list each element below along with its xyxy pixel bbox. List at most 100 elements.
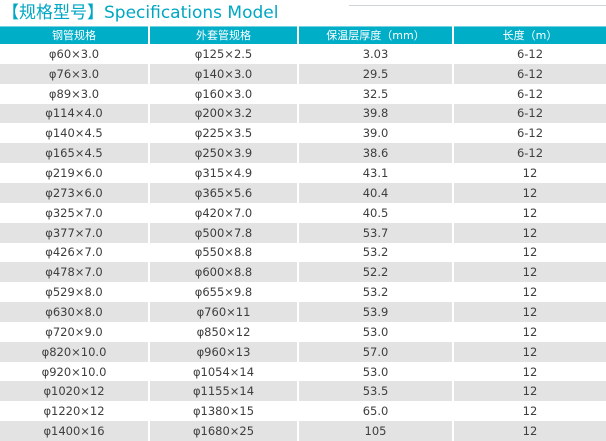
table-cell: 38.6 [299,143,452,164]
table-cell: 53.0 [299,321,452,342]
table-cell: 53.0 [299,361,452,382]
table-cell: 39.8 [299,103,452,124]
table-cell: φ1400×16 [0,421,148,441]
table-cell: 12 [454,202,606,223]
table-cell: 52.2 [299,262,452,283]
table-row: φ60×3.0 φ125×2.5 3.03 6-12 [0,44,606,64]
table-header-row: 钢管规格 外套管规格 保温层厚度（mm） 长度（m） [0,26,606,44]
table-cell: φ140×3.0 [150,63,297,84]
table-cell: φ200×3.2 [150,103,297,124]
table-cell: 6-12 [454,63,606,84]
table-cell: φ630×8.0 [0,302,148,322]
table-cell: φ850×12 [150,321,297,342]
table-row: φ426×7.0 φ550×8.8 53.2 12 [0,242,606,263]
table-cell: 39.0 [299,123,452,144]
table-cell: φ60×3.0 [0,44,148,64]
table-cell: 53.5 [299,381,452,402]
table-cell: φ820×10.0 [0,341,148,362]
table-row: φ920×10.0 φ1054×14 53.0 12 [0,361,606,382]
table-cell: 29.5 [299,63,452,84]
table-cell: 6-12 [454,44,606,64]
table-row: φ1400×16 φ1680×25 105 12 [0,421,606,441]
table-row: φ273×6.0 φ365×5.6 40.4 12 [0,182,606,203]
table-cell: 65.0 [299,401,452,422]
table-row: φ140×4.5 φ225×3.5 39.0 6-12 [0,123,606,144]
table-cell: 12 [454,222,606,243]
table-cell: φ920×10.0 [0,361,148,382]
table-cell: φ426×7.0 [0,242,148,263]
table-body: φ60×3.0 φ125×2.5 3.03 6-12 φ76×3.0 φ140×3.0 29… [0,44,606,441]
table-cell: 43.1 [299,163,452,183]
table-cell: φ76×3.0 [0,63,148,84]
table-cell: 12 [454,242,606,263]
table-cell: 53.2 [299,282,452,303]
table-cell: φ600×8.8 [150,262,297,283]
table-cell: φ273×6.0 [0,182,148,203]
table-cell: 12 [454,282,606,303]
table-cell: 12 [454,182,606,203]
column-header-outer-casing-spec: 外套管规格 [150,26,297,44]
table-cell: 40.4 [299,182,452,203]
table-cell: φ225×3.5 [150,123,297,144]
table-row: φ325×7.0 φ420×7.0 40.5 12 [0,202,606,223]
table-cell: φ655×9.8 [150,282,297,303]
table-cell: 53.9 [299,302,452,322]
table-cell: φ125×2.5 [150,44,297,64]
table-cell: 53.7 [299,222,452,243]
table-cell: φ160×3.0 [150,83,297,104]
table-row: φ219×6.0 φ315×4.9 43.1 12 [0,163,606,183]
table-cell: φ250×3.9 [150,143,297,164]
table-row: φ630×8.0 φ760×11 53.9 12 [0,302,606,322]
table-cell: φ1020×12 [0,381,148,402]
table-row: φ114×4.0 φ200×3.2 39.8 6-12 [0,103,606,124]
page-title: 【规格型号】Specifications Model [2,3,279,23]
table-cell: φ960×13 [150,341,297,362]
table-cell: 12 [454,262,606,283]
table-cell: φ365×5.6 [150,182,297,203]
table-row: φ820×10.0 φ960×13 57.0 12 [0,341,606,362]
title-row: 【规格型号】Specifications Model [0,0,606,26]
table-cell: 12 [454,321,606,342]
table-cell: 12 [454,163,606,183]
table-cell: φ325×7.0 [0,202,148,223]
table-cell: φ529×8.0 [0,282,148,303]
table-row: φ76×3.0 φ140×3.0 29.5 6-12 [0,63,606,84]
table-cell: φ89×3.0 [0,83,148,104]
table-cell: 12 [454,381,606,402]
table-cell: 12 [454,361,606,382]
table-row: φ478×7.0 φ600×8.8 52.2 12 [0,262,606,283]
table-cell: 6-12 [454,123,606,144]
table-cell: 12 [454,302,606,322]
table-cell: φ1680×25 [150,421,297,441]
table-row: φ89×3.0 φ160×3.0 32.5 6-12 [0,83,606,104]
table-cell: φ140×4.5 [0,123,148,144]
table-cell: φ377×7.0 [0,222,148,243]
table-cell: φ315×4.9 [150,163,297,183]
table-row: φ165×4.5 φ250×3.9 38.6 6-12 [0,143,606,164]
table-cell: φ500×7.8 [150,222,297,243]
table-cell: 32.5 [299,83,452,104]
column-header-insulation-thickness: 保温层厚度（mm） [299,26,452,44]
table-cell: φ760×11 [150,302,297,322]
table-row: φ1220×12 φ1380×15 65.0 12 [0,401,606,422]
table-row: φ377×7.0 φ500×7.8 53.7 12 [0,222,606,243]
table-cell: φ1380×15 [150,401,297,422]
column-header-steel-pipe-spec: 钢管规格 [0,26,148,44]
table-cell: φ550×8.8 [150,242,297,263]
table-cell: φ478×7.0 [0,262,148,283]
table-cell: φ420×7.0 [150,202,297,223]
table-cell: φ1054×14 [150,361,297,382]
table-cell: 105 [299,421,452,441]
table-cell: 12 [454,341,606,362]
table-row: φ529×8.0 φ655×9.8 53.2 12 [0,282,606,303]
table-cell: φ165×4.5 [0,143,148,164]
table-row: φ720×9.0 φ850×12 53.0 12 [0,321,606,342]
table-cell: φ114×4.0 [0,103,148,124]
table-cell: 6-12 [454,143,606,164]
table-cell: 6-12 [454,83,606,104]
table-cell: 57.0 [299,341,452,362]
table-cell: φ1220×12 [0,401,148,422]
table-cell: φ219×6.0 [0,163,148,183]
table-cell: φ1155×14 [150,381,297,402]
table-cell: 3.03 [299,44,452,64]
